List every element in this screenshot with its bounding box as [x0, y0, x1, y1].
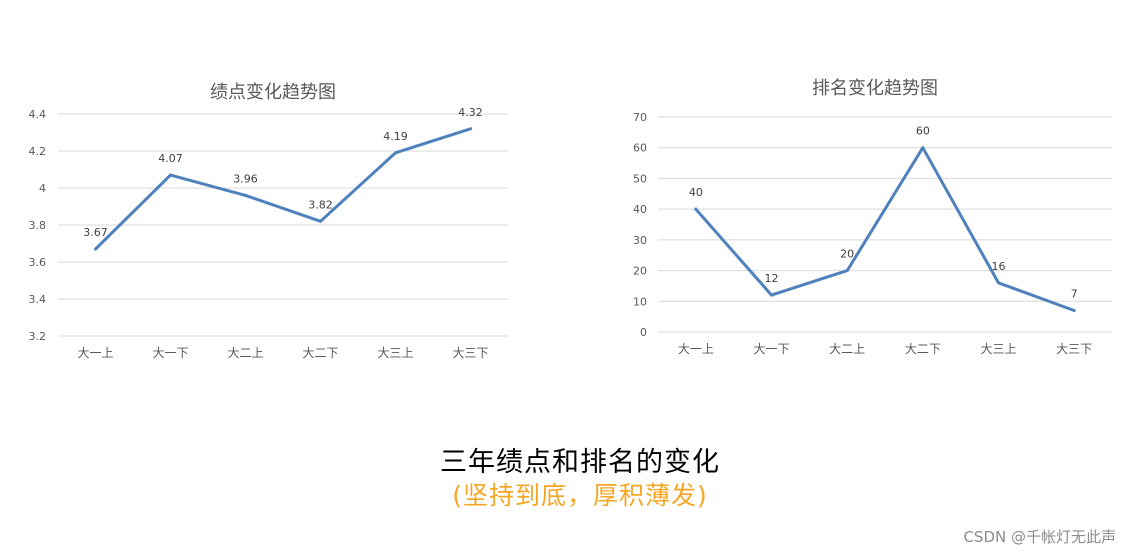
data-label: 4.07	[158, 152, 183, 165]
data-point	[319, 219, 322, 223]
y-tick-label: 30	[633, 234, 647, 247]
data-point	[694, 207, 698, 211]
data-point	[1072, 309, 1076, 312]
data-label: 40	[689, 186, 703, 199]
chart-title: 排名变化趋势图	[812, 78, 938, 99]
data-label: 20	[840, 248, 854, 261]
gpa-trend-chart: 绩点变化趋势图 3.2 3.4 3.6 3.8 4 4.2 4.4 大一上 大一下 大二上 大二下 大三…	[29, 82, 508, 360]
y-tick-label: 70	[633, 111, 647, 124]
rank-trend-chart: 排名变化趋势图 0 10 20 30 40 50 60 70 大一上 大一下 大二上 大二下 大三上 大三下…	[633, 78, 1112, 356]
caption-subtitle: (坚持到底，厚积薄发)	[452, 481, 708, 510]
x-category-label: 大一上	[77, 346, 113, 360]
caption-title: 三年绩点和排名的变化	[440, 447, 720, 478]
y-tick-label: 4.4	[29, 108, 47, 121]
data-label: 60	[916, 125, 930, 138]
data-point	[469, 127, 472, 131]
x-category-label: 大一下	[152, 346, 188, 360]
x-category-label: 大二上	[227, 346, 263, 360]
y-tick-label: 3.8	[29, 219, 47, 232]
x-category-label: 大三下	[452, 346, 488, 360]
data-point	[997, 281, 1000, 285]
data-point	[845, 269, 849, 273]
y-tick-label: 3.2	[29, 330, 47, 343]
x-category-label: 大三上	[980, 342, 1016, 356]
data-point	[770, 293, 773, 297]
data-label: 3.67	[83, 226, 108, 239]
data-label: 16	[992, 260, 1006, 273]
data-label: 7	[1071, 288, 1078, 301]
y-tick-label: 4.2	[29, 145, 47, 158]
data-label: 4.32	[458, 106, 483, 119]
data-point	[94, 247, 97, 251]
y-tick-label: 20	[633, 265, 647, 278]
x-category-label: 大三下	[1056, 342, 1092, 356]
series-line	[694, 146, 1076, 312]
data-point	[169, 173, 172, 177]
y-tick-label: 0	[640, 326, 647, 339]
data-label: 12	[765, 272, 779, 285]
data-point	[244, 193, 247, 197]
x-category-label: 大二下	[905, 342, 941, 356]
y-tick-label: 60	[633, 142, 647, 155]
y-tick-label: 40	[633, 203, 647, 216]
data-label: 4.19	[383, 130, 408, 143]
x-category-label: 大一上	[678, 342, 714, 356]
data-label: 3.82	[308, 198, 333, 211]
data-label: 3.96	[233, 172, 258, 185]
y-tick-label: 3.4	[29, 293, 47, 306]
x-category-label: 大二上	[829, 342, 865, 356]
series-line	[94, 127, 472, 251]
data-point	[394, 151, 397, 155]
x-category-label: 大三上	[377, 346, 413, 360]
y-tick-label: 50	[633, 172, 647, 185]
x-category-label: 大二下	[302, 346, 338, 360]
data-point	[921, 146, 925, 150]
csdn-watermark: CSDN @千帐灯无此声	[963, 528, 1116, 546]
y-tick-label: 3.6	[29, 256, 47, 269]
y-tick-label: 10	[633, 295, 647, 308]
y-tick-label: 4	[39, 182, 46, 195]
chart-title: 绩点变化趋势图	[210, 82, 336, 103]
x-category-label: 大一下	[753, 342, 789, 356]
